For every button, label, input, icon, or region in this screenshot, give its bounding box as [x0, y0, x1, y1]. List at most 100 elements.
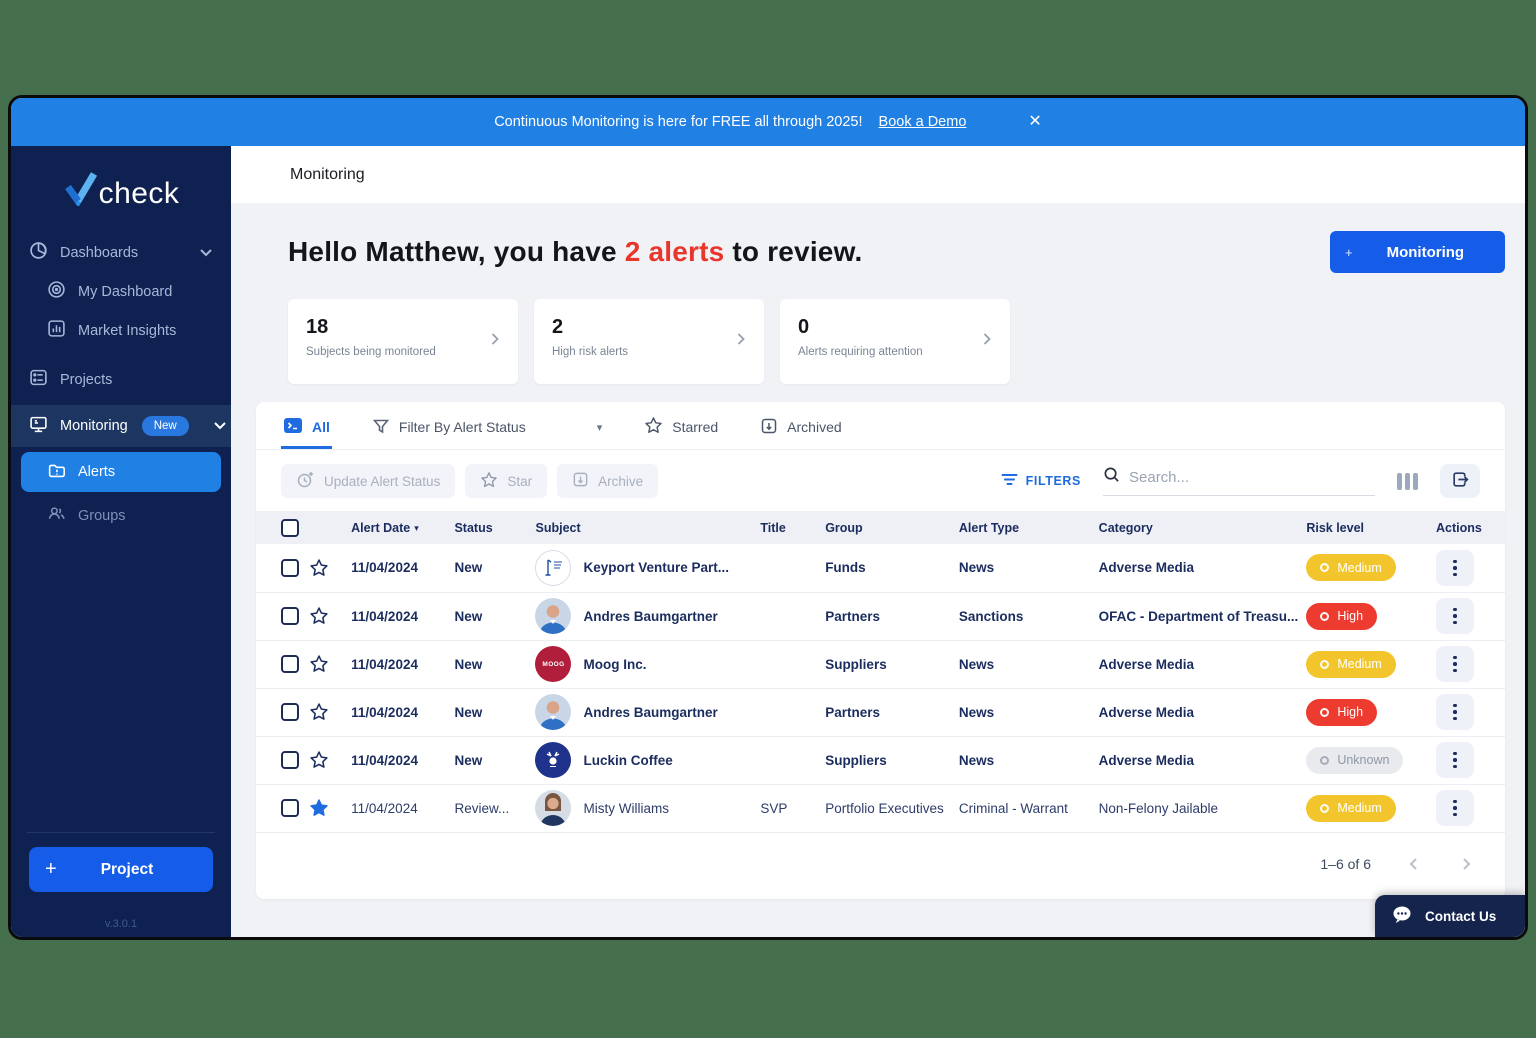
- sidebar-item-label: Dashboards: [60, 244, 139, 261]
- add-project-button[interactable]: + Project: [29, 847, 213, 892]
- stat-card-subjects[interactable]: 18 Subjects being monitored: [288, 299, 518, 384]
- risk-badge: Medium: [1306, 794, 1396, 822]
- logo-text: check: [98, 177, 180, 210]
- stat-value: 2: [552, 316, 564, 338]
- row-checkbox[interactable]: [281, 703, 299, 721]
- projects-icon: [29, 368, 48, 391]
- close-icon[interactable]: ✕: [1028, 113, 1042, 130]
- sidebar-item-label: Market Insights: [78, 322, 177, 339]
- new-badge: New: [141, 416, 189, 436]
- cell-alert-type: Criminal - Warrant: [954, 784, 1095, 833]
- cell-alert-type: News: [954, 688, 1095, 737]
- row-checkbox[interactable]: [281, 607, 299, 625]
- caret-down-icon: ▾: [596, 421, 603, 434]
- alerts-tabs: All Filter By Alert Status ▾: [256, 402, 1505, 450]
- row-checkbox[interactable]: [281, 655, 299, 673]
- stat-card-attention[interactable]: 0 Alerts requiring attention: [780, 299, 1010, 384]
- cell-subject[interactable]: Andres Baumgartner: [583, 608, 718, 624]
- contact-us-button[interactable]: Contact Us: [1375, 895, 1525, 937]
- sidebar-item-projects[interactable]: Projects: [11, 360, 231, 399]
- row-actions-kebab[interactable]: [1435, 598, 1474, 634]
- stat-card-high-risk[interactable]: 2 High risk alerts: [534, 299, 764, 384]
- column-header-status: Status: [450, 511, 532, 544]
- column-settings-icon[interactable]: [1397, 472, 1418, 490]
- sidebar-item-label: Monitoring: [60, 418, 128, 434]
- tab-starred[interactable]: Starred: [642, 408, 720, 449]
- app-version: v.3.0.1: [104, 918, 138, 930]
- sidebar-item-market-insights[interactable]: Market Insights: [11, 311, 231, 350]
- row-actions-kebab[interactable]: [1435, 646, 1474, 682]
- cell-subject[interactable]: Keyport Venture Part...: [583, 560, 730, 576]
- cell-subject[interactable]: Andres Baumgartner: [583, 704, 718, 720]
- risk-dot-icon: [1320, 563, 1330, 573]
- button-label: Update Alert Status: [324, 473, 441, 489]
- add-monitoring-label: Monitoring: [1386, 243, 1465, 261]
- sidebar-item-groups[interactable]: Groups: [11, 496, 231, 535]
- sidebar-divider: [27, 832, 215, 833]
- row-actions-kebab[interactable]: [1435, 742, 1474, 778]
- tab-archived[interactable]: Archived: [758, 408, 843, 449]
- table-row: 11/04/2024 New Keyport Venture Part... F: [256, 544, 1505, 593]
- table-row: 11/04/2024 New MOOG Moog Inc. Suppliers: [256, 640, 1505, 689]
- cell-category: OFAC - Department of Treasu...: [1094, 592, 1303, 641]
- cell-subject[interactable]: Misty Williams: [583, 800, 669, 816]
- row-checkbox[interactable]: [281, 799, 299, 817]
- tab-label: All: [312, 419, 330, 435]
- star-outline-icon[interactable]: [309, 607, 329, 624]
- stat-label: Subjects being monitored: [306, 346, 436, 358]
- subject-avatar: [535, 790, 572, 826]
- update-alert-status-button[interactable]: Update Alert Status: [281, 464, 456, 498]
- table-toolbar: Update Alert Status Star: [256, 450, 1505, 511]
- alerts-panel: All Filter By Alert Status ▾: [256, 402, 1505, 899]
- alert-count-highlight: 2 alerts: [624, 236, 725, 267]
- row-checkbox[interactable]: [281, 751, 299, 769]
- stats-row: 18 Subjects being monitored 2 High risk …: [288, 299, 1525, 384]
- search-icon: [1103, 466, 1120, 488]
- cell-subject[interactable]: Moog Inc.: [583, 656, 647, 672]
- column-header-alert-date[interactable]: Alert Date ▾: [347, 511, 451, 544]
- book-a-demo-link[interactable]: Book a Demo: [878, 114, 967, 130]
- add-monitoring-button[interactable]: + Monitoring: [1330, 231, 1505, 273]
- star-outline-icon[interactable]: [309, 751, 329, 768]
- star-filled-icon[interactable]: [309, 799, 329, 816]
- archive-button[interactable]: Archive: [557, 464, 659, 498]
- filters-button[interactable]: FILTERS: [1001, 473, 1081, 489]
- cell-alert-date: 11/04/2024: [347, 640, 451, 689]
- chevron-left-icon[interactable]: [1405, 855, 1423, 873]
- star-button[interactable]: Star: [465, 464, 548, 498]
- star-outline-icon[interactable]: [309, 703, 329, 720]
- chat-bubble-icon: [1391, 905, 1413, 928]
- page-title: Monitoring: [231, 146, 1525, 203]
- table-row: 11/04/2024 New Andres Baumgartner Partne: [256, 688, 1505, 737]
- export-button[interactable]: [1440, 464, 1480, 498]
- stat-value: 0: [798, 316, 810, 338]
- tab-all[interactable]: All: [281, 408, 332, 449]
- subject-avatar: [535, 598, 572, 634]
- sidebar-item-label: My Dashboard: [78, 283, 173, 300]
- sidebar-item-my-dashboard[interactable]: My Dashboard: [11, 272, 231, 311]
- row-actions-kebab[interactable]: [1435, 790, 1474, 826]
- row-actions-kebab[interactable]: [1435, 694, 1474, 730]
- tab-label: Starred: [672, 419, 719, 435]
- row-actions-kebab[interactable]: [1435, 549, 1474, 586]
- clock-plus-icon: [296, 470, 315, 492]
- star-outline-icon[interactable]: [309, 559, 329, 576]
- alerts-table: Alert Date ▾ Status Subject Title Group A…: [256, 511, 1505, 833]
- cell-category: Adverse Media: [1094, 688, 1303, 737]
- sidebar-item-alerts[interactable]: Alerts: [21, 452, 221, 492]
- cell-alert-date: 11/04/2024: [347, 688, 451, 737]
- subject-avatar: MOOG: [535, 646, 572, 682]
- filter-lines-icon: [1001, 473, 1018, 489]
- cell-subject[interactable]: Luckin Coffee: [583, 752, 673, 768]
- sidebar-item-dashboards[interactable]: Dashboards: [11, 233, 231, 272]
- star-column-header: [304, 511, 348, 544]
- search-input[interactable]: [1129, 468, 1375, 486]
- chevron-right-icon[interactable]: [1457, 855, 1475, 873]
- star-icon: [644, 416, 663, 438]
- select-all-checkbox[interactable]: [281, 518, 299, 537]
- filter-by-alert-status-dropdown[interactable]: Filter By Alert Status ▾: [370, 408, 604, 449]
- sidebar-item-monitoring[interactable]: Monitoring New: [11, 405, 231, 447]
- row-checkbox[interactable]: [281, 558, 299, 577]
- risk-badge: Medium: [1306, 554, 1396, 582]
- star-outline-icon[interactable]: [309, 655, 329, 672]
